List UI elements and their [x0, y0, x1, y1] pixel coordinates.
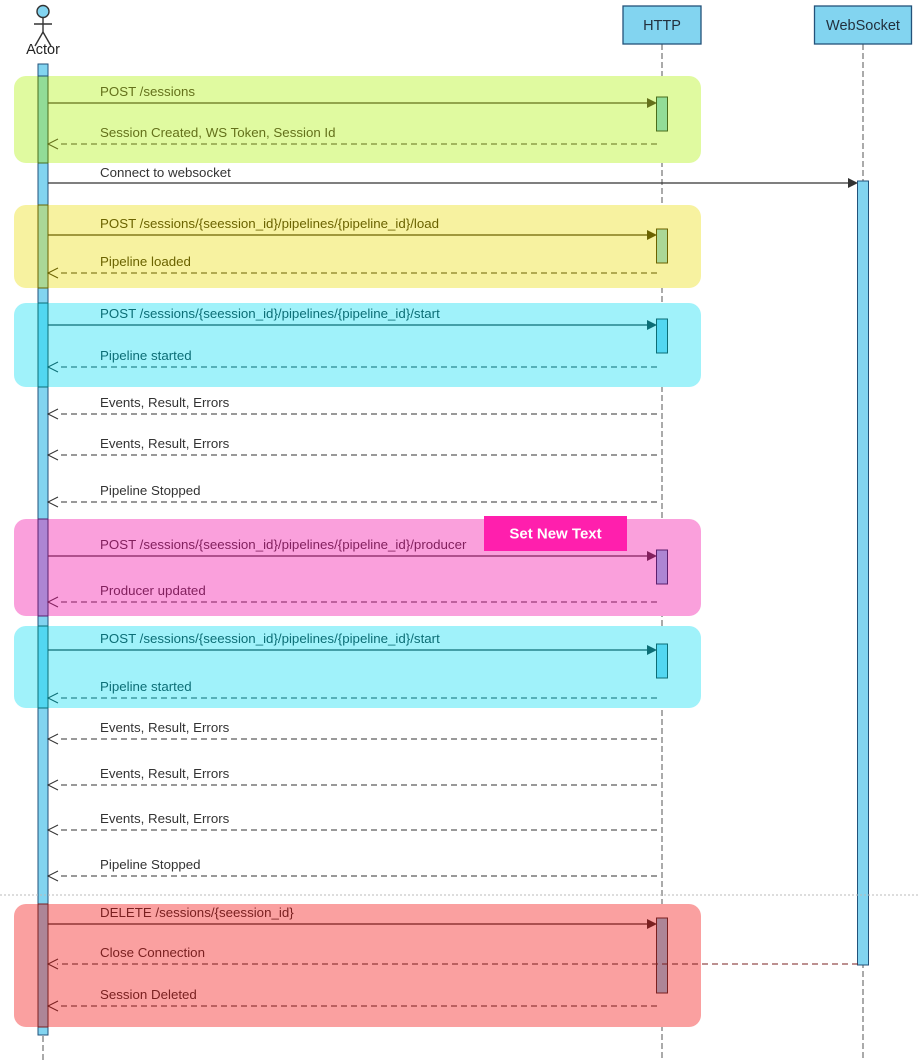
svg-text:Events, Result, Errors: Events, Result, Errors — [100, 395, 230, 410]
svg-text:HTTP: HTTP — [643, 18, 681, 34]
svg-text:POST /sessions/{seession_id}/p: POST /sessions/{seession_id}/pipelines/{… — [100, 631, 440, 646]
svg-text:POST /sessions/{seession_id}/p: POST /sessions/{seession_id}/pipelines/{… — [100, 216, 439, 231]
svg-text:Producer updated: Producer updated — [100, 583, 206, 598]
svg-text:POST /sessions/{seession_id}/p: POST /sessions/{seession_id}/pipelines/{… — [100, 537, 467, 552]
svg-text:Pipeline started: Pipeline started — [100, 348, 192, 363]
svg-text:POST /sessions/{seession_id}/p: POST /sessions/{seession_id}/pipelines/{… — [100, 306, 440, 321]
svg-text:Pipeline Stopped: Pipeline Stopped — [100, 857, 201, 872]
svg-text:Pipeline Stopped: Pipeline Stopped — [100, 483, 201, 498]
svg-text:Events, Result, Errors: Events, Result, Errors — [100, 436, 230, 451]
svg-text:DELETE /sessions/{seession_id}: DELETE /sessions/{seession_id} — [100, 905, 294, 920]
svg-text:WebSocket: WebSocket — [826, 18, 900, 34]
svg-text:Actor: Actor — [26, 42, 60, 58]
svg-text:Session Deleted: Session Deleted — [100, 987, 197, 1002]
svg-text:Pipeline loaded: Pipeline loaded — [100, 254, 191, 269]
svg-text:POST /sessions: POST /sessions — [100, 84, 195, 99]
svg-text:Events, Result, Errors: Events, Result, Errors — [100, 811, 230, 826]
svg-text:Connect to websocket: Connect to websocket — [100, 165, 231, 180]
svg-text:Events, Result, Errors: Events, Result, Errors — [100, 720, 230, 735]
svg-text:Set New Text: Set New Text — [509, 526, 601, 543]
svg-text:Session Created, WS Token, Ses: Session Created, WS Token, Session Id — [100, 125, 336, 140]
svg-text:Events, Result, Errors: Events, Result, Errors — [100, 766, 230, 781]
svg-text:Close Connection: Close Connection — [100, 945, 205, 960]
svg-text:Pipeline started: Pipeline started — [100, 679, 192, 694]
